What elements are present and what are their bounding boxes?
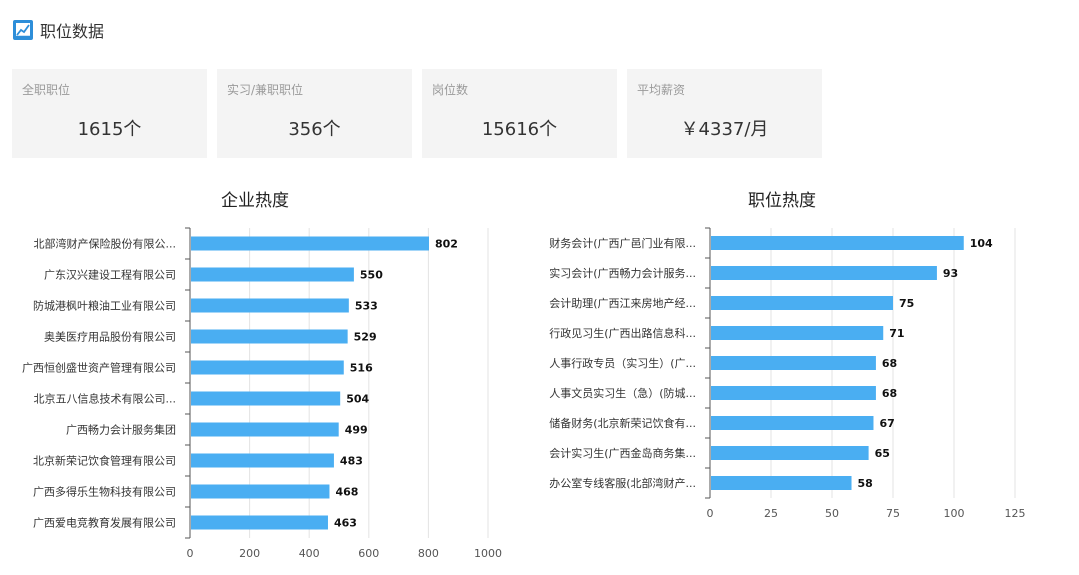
- position-value-label: 58: [858, 477, 873, 490]
- position-bar: [711, 356, 876, 370]
- company-value-label: 483: [340, 455, 363, 468]
- card-label: 平均薪资: [637, 83, 686, 97]
- company-x-tick-label: 600: [358, 547, 379, 560]
- position-category-label: 会计实习生(广西金岛商务集...: [549, 446, 696, 460]
- company-value-label: 463: [334, 517, 357, 530]
- company-bar: [191, 391, 341, 406]
- page-title: 职位数据: [40, 22, 105, 41]
- card-intern-jobs: 实习/兼职职位 356个: [217, 69, 412, 158]
- company-x-tick-label: 400: [299, 547, 320, 560]
- company-value-label: 516: [350, 362, 373, 375]
- company-category-label: 北京五八信息技术有限公司...: [34, 392, 177, 406]
- company-x-tick-label: 800: [418, 547, 439, 560]
- card-label: 实习/兼职职位: [227, 83, 304, 97]
- summary-cards: 全职职位 1615个 实习/兼职职位 356个 岗位数 15616个 平均薪资 …: [12, 69, 832, 158]
- company-value-label: 529: [354, 331, 377, 344]
- company-category-label: 防城港枫叶粮油工业有限公司: [33, 299, 176, 313]
- card-label: 岗位数: [432, 83, 469, 97]
- company-value-label: 802: [435, 238, 458, 251]
- position-bar: [711, 326, 884, 340]
- position-category-label: 会计助理(广西江来房地产经...: [549, 296, 696, 310]
- position-value-label: 65: [875, 447, 890, 460]
- company-category-label: 广西畅力会计服务集团: [66, 423, 176, 437]
- company-category-label: 北部湾财产保险股份有限公...: [34, 237, 177, 251]
- position-x-tick-label: 100: [944, 507, 965, 520]
- company-category-label: 广西多得乐生物科技有限公司: [33, 485, 176, 499]
- position-bar: [711, 296, 893, 310]
- company-bar: [191, 236, 429, 251]
- position-value-label: 68: [882, 387, 897, 400]
- company-value-label: 550: [360, 269, 383, 282]
- position-bar: [711, 236, 964, 250]
- page-header: 职位数据: [12, 18, 104, 42]
- company-bar: [191, 484, 330, 499]
- company-value-label: 533: [355, 300, 378, 313]
- card-value: 15616个: [481, 119, 558, 140]
- company-x-tick-label: 1000: [474, 547, 502, 560]
- position-value-label: 68: [882, 357, 897, 370]
- position-category-label: 储备财务(北京新荣记饮食有...: [549, 416, 696, 430]
- position-value-label: 93: [943, 267, 958, 280]
- card-positions: 岗位数 15616个: [422, 69, 617, 158]
- position-category-label: 人事文员实习生（急）(防城...: [549, 386, 696, 400]
- company-value-label: 499: [345, 424, 368, 437]
- company-category-label: 广西恒创盛世资产管理有限公司: [22, 361, 176, 375]
- position-bar: [711, 386, 876, 400]
- position-category-label: 行政见习生(广西出路信息科...: [549, 326, 696, 340]
- card-average-salary: 平均薪资 ￥4337/月: [627, 69, 822, 158]
- position-bar: [711, 476, 852, 490]
- company-bar: [191, 329, 348, 344]
- company-category-label: 广西爱电竞教育发展有限公司: [33, 516, 176, 530]
- position-bar: [711, 266, 937, 280]
- card-fulltime-jobs: 全职职位 1615个: [12, 69, 207, 158]
- company-value-label: 468: [335, 486, 358, 499]
- company-chart-title: 企业热度: [221, 191, 289, 211]
- company-category-label: 北京新荣记饮食管理有限公司: [33, 454, 176, 468]
- position-bar: [711, 416, 874, 430]
- company-value-label: 504: [346, 393, 369, 406]
- card-value: ￥4337/月: [680, 119, 769, 140]
- position-category-label: 办公室专线客服(北部湾财产...: [549, 476, 696, 490]
- company-bar: [191, 515, 328, 530]
- company-x-tick-label: 200: [239, 547, 260, 560]
- position-category-label: 财务会计(广西广邑门业有限...: [549, 236, 696, 250]
- position-x-tick-label: 50: [825, 507, 839, 520]
- chart-report-icon: [13, 20, 33, 40]
- position-x-tick-label: 125: [1005, 507, 1026, 520]
- position-value-label: 104: [970, 237, 993, 250]
- position-chart-title: 职位热度: [748, 191, 816, 211]
- position-category-label: 人事行政专员（实习生）(广...: [549, 356, 696, 370]
- position-category-label: 实习会计(广西畅力会计服务...: [549, 266, 696, 280]
- card-label: 全职职位: [22, 83, 71, 97]
- company-bar: [191, 360, 344, 375]
- card-value: 356个: [288, 119, 341, 140]
- company-bar: [191, 422, 339, 437]
- position-x-tick-label: 0: [707, 507, 714, 520]
- company-x-tick-label: 0: [187, 547, 194, 560]
- company-category-label: 奥美医疗用品股份有限公司: [44, 330, 176, 344]
- position-bar: [711, 446, 869, 460]
- position-x-tick-label: 75: [886, 507, 900, 520]
- company-bar: [191, 267, 354, 282]
- position-value-label: 67: [879, 417, 894, 430]
- company-bar: [191, 453, 334, 468]
- position-value-label: 71: [889, 327, 904, 340]
- position-x-tick-label: 25: [764, 507, 778, 520]
- card-value: 1615个: [77, 119, 142, 140]
- company-bar: [191, 298, 349, 313]
- company-category-label: 广东汉兴建设工程有限公司: [44, 268, 176, 282]
- position-value-label: 75: [899, 297, 914, 310]
